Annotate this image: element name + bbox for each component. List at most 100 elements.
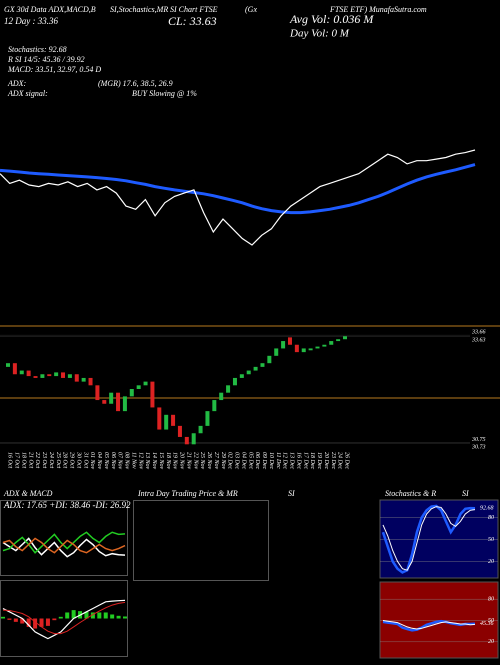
adx-line — [2, 531, 126, 554]
macd-hist — [116, 615, 121, 619]
title: (Gx — [245, 5, 257, 14]
date-label: 05 Dec — [247, 452, 253, 469]
date-label: 23 Dec — [330, 452, 336, 469]
macd-hist — [13, 618, 18, 622]
price-label: 33.66 — [471, 330, 486, 336]
candle — [301, 348, 306, 353]
date-label: 13 Dec — [289, 452, 295, 469]
candle — [143, 381, 148, 386]
date-label: 17 Dec — [302, 452, 308, 469]
date-label: 12 Dec — [282, 452, 288, 469]
tick-label: 80 — [488, 597, 494, 603]
tick-label: 50 — [488, 618, 494, 624]
candle — [67, 374, 72, 378]
macd-hist — [7, 618, 12, 620]
candle — [308, 348, 313, 351]
date-label: 18 Nov — [165, 452, 171, 470]
candle — [267, 355, 272, 364]
candle — [122, 396, 127, 412]
stat: R SI 14/5: 45.36 / 39.92 — [7, 55, 85, 64]
adx-line — [2, 537, 126, 558]
date-label: 06 Dec — [254, 452, 260, 469]
ma-line — [0, 163, 476, 215]
date-label: 05 Nov — [103, 452, 109, 470]
candle — [26, 370, 31, 377]
candle — [253, 366, 258, 371]
candle — [81, 377, 86, 382]
date-label: 21 Oct — [27, 452, 33, 468]
macd-hist — [110, 614, 115, 619]
header: GX 30d Data ADX,MACD,B SI,Stochastics,MR… — [4, 5, 427, 98]
date-label: 28 Oct — [62, 452, 68, 468]
date-label: 04 Dec — [240, 452, 247, 469]
date-label: 02 Dec — [227, 452, 233, 469]
value-label: 45.36 — [480, 620, 494, 627]
stat: MACD: 33.51, 32.97, 0.54 D — [7, 65, 101, 74]
panel-title: Stochastics & R — [385, 489, 436, 498]
adx-signal: ADX signal: — [7, 89, 48, 98]
date-label: 31 Oct — [82, 451, 88, 468]
candle — [239, 374, 244, 378]
candle — [281, 341, 286, 349]
tick-label: 20 — [488, 639, 494, 645]
macd-hist — [65, 612, 70, 619]
macd-hist — [39, 618, 44, 627]
panel — [0, 500, 128, 576]
candle — [88, 377, 93, 386]
candle — [315, 346, 320, 349]
date-label: 14 Nov — [151, 452, 158, 470]
macd-hist — [123, 616, 127, 619]
date-label: 06 Nov — [110, 452, 116, 470]
date-label: 18 Oct — [20, 452, 26, 468]
candle — [54, 372, 59, 377]
date-label: 20 Dec — [323, 452, 329, 469]
date-label: 09 Dec — [261, 452, 267, 469]
panel-title: Intra Day Trading Price & MR — [137, 489, 238, 498]
date-label: 30 Oct — [75, 451, 81, 468]
candle — [150, 381, 155, 408]
candle — [212, 400, 217, 412]
candle — [74, 374, 79, 382]
panel — [0, 580, 128, 657]
candle — [171, 414, 176, 426]
macd-hist — [84, 611, 89, 619]
date-label: 29 Oct — [69, 452, 75, 468]
price-line — [0, 149, 476, 246]
candle — [177, 425, 182, 437]
stoch-signal — [382, 506, 476, 571]
date-label: 24 Oct — [48, 452, 55, 468]
candle — [219, 392, 224, 401]
date-label: 10 Dec — [268, 452, 274, 469]
day-vol: Day Vol: 0 M — [289, 28, 350, 40]
date-label: 16 Dec — [295, 452, 301, 469]
macd-hist — [1, 616, 5, 619]
candle — [226, 385, 231, 393]
macd-hist — [58, 616, 63, 619]
candle — [294, 344, 299, 353]
signal-line — [2, 601, 126, 635]
macd-hist — [52, 618, 57, 621]
date-label: 27 Nov — [213, 452, 219, 470]
tick-label: 50 — [488, 537, 494, 543]
date-label: 01 Nov — [89, 452, 95, 470]
date-label: 11 Nov — [130, 452, 136, 469]
candle — [184, 436, 189, 445]
avg-vol: Avg Vol: 0.036 M — [289, 12, 374, 26]
date-label: 17 Oct — [14, 452, 20, 468]
date-label: 24 Dec — [337, 452, 344, 469]
date-label: 18 Dec — [309, 452, 315, 469]
candle — [47, 374, 52, 377]
candle — [164, 414, 169, 430]
macd-line — [2, 599, 126, 640]
candle — [336, 339, 341, 342]
stat: Stochastics: 92.68 — [8, 45, 67, 54]
date-label: 07 Nov — [117, 452, 123, 470]
title: GX 30d Data ADX,MACD,B — [4, 5, 96, 14]
candle — [12, 363, 17, 375]
adx: (MGR) 17.6, 38.5, 26.9 — [98, 79, 173, 88]
candle — [260, 363, 265, 367]
title: SI Chart FTSE — [170, 5, 218, 14]
candle — [343, 336, 347, 340]
